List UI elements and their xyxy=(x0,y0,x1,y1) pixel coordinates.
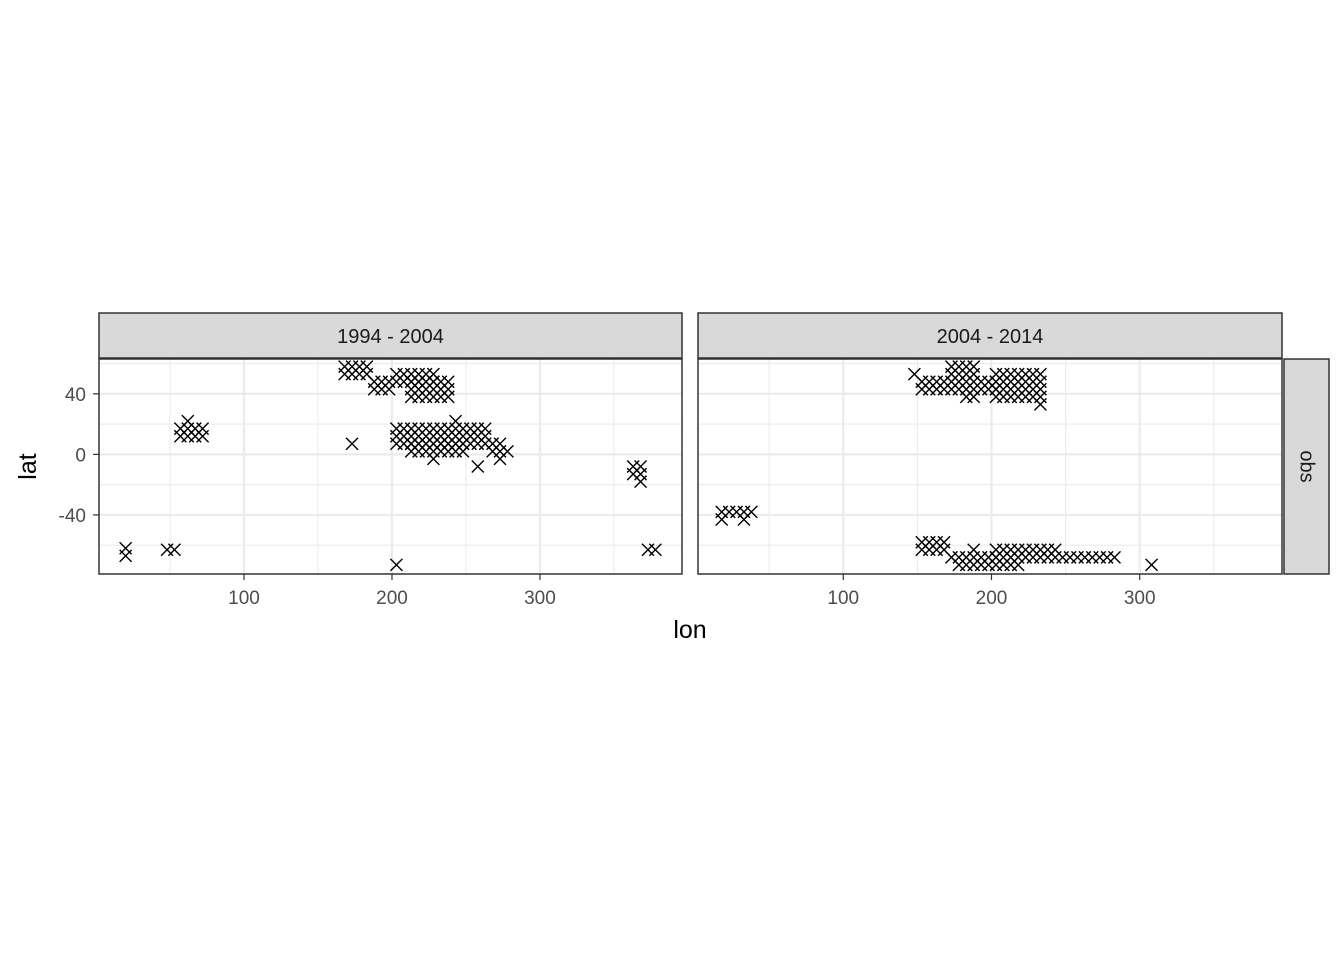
data-point xyxy=(1033,367,1047,381)
data-point xyxy=(648,543,662,557)
data-point xyxy=(181,414,195,428)
x-tick-label: 100 xyxy=(827,588,859,609)
x-axis: 100 200 300 xyxy=(228,574,556,609)
data-point xyxy=(715,512,729,526)
y-tick-label: 40 xyxy=(65,385,86,406)
x-tick-label: 200 xyxy=(376,588,408,609)
data-point xyxy=(937,535,951,549)
y-axis-title: lat xyxy=(14,453,42,479)
data-point xyxy=(478,422,492,436)
data-point xyxy=(426,452,440,466)
panel-1994-2004: 1994 - 2004 100 200 300 xyxy=(98,312,683,609)
row-strip-label: obs xyxy=(1296,450,1318,482)
x-axis: 100 200 300 xyxy=(827,574,1156,609)
data-point xyxy=(634,460,648,473)
gridlines xyxy=(698,359,1282,574)
panel-border xyxy=(98,358,683,575)
x-tick-label: 100 xyxy=(228,588,260,609)
data-point xyxy=(1108,550,1122,564)
gridlines xyxy=(99,359,682,574)
data-point xyxy=(167,543,181,557)
data-point xyxy=(967,390,981,404)
strip-label: 1994 - 2004 xyxy=(337,326,444,348)
data-point xyxy=(360,360,374,374)
row-strip: obs xyxy=(1283,358,1330,575)
data-point xyxy=(1011,558,1025,572)
data-point xyxy=(196,422,210,436)
data-point xyxy=(389,558,403,572)
data-point xyxy=(345,437,359,451)
panel-border xyxy=(697,358,1283,575)
data-point xyxy=(737,512,751,526)
strip-background xyxy=(98,312,683,359)
data-point xyxy=(500,444,514,458)
data-point xyxy=(456,437,470,451)
y-tick-label: -40 xyxy=(59,506,86,527)
panel-2004-2014: 2004 - 2014 100 200 300 xyxy=(697,312,1283,609)
data-point xyxy=(1033,397,1047,411)
row-strip-background xyxy=(1283,358,1330,575)
x-tick-label: 200 xyxy=(976,588,1008,609)
data-point xyxy=(449,414,463,428)
data-points xyxy=(715,360,1159,572)
data-point xyxy=(1145,558,1159,572)
strip-label: 2004 - 2014 xyxy=(937,326,1044,348)
data-point xyxy=(119,541,133,555)
data-point xyxy=(634,475,648,489)
x-axis-title: lon xyxy=(673,616,706,644)
strip-background xyxy=(697,312,1283,359)
data-point xyxy=(967,360,981,374)
x-tick-label: 300 xyxy=(524,588,556,609)
data-point xyxy=(441,375,455,389)
y-axis: 40 0 -40 xyxy=(59,385,99,527)
data-point xyxy=(471,460,485,473)
x-tick-label: 300 xyxy=(1124,588,1156,609)
data-points xyxy=(119,360,662,572)
y-tick-label: 0 xyxy=(75,445,86,466)
data-point xyxy=(967,543,981,557)
